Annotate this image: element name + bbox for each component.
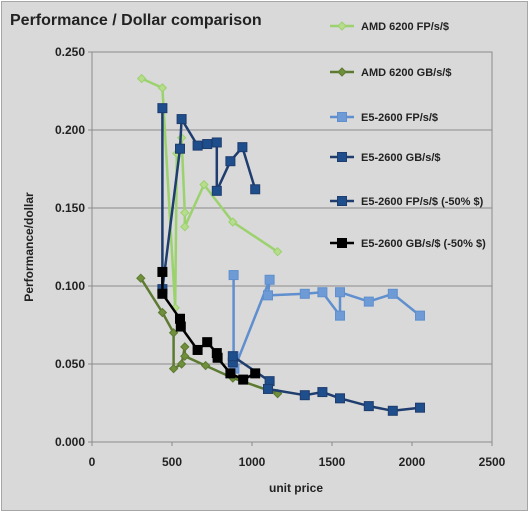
y-tick-label-2: 0.100 xyxy=(55,279,85,293)
series-5-point-0 xyxy=(157,266,168,277)
series-0-line xyxy=(141,77,279,310)
x-tick-label-1: 500 xyxy=(162,455,182,469)
y-axis-ticks: 0.000 0.050 0.100 0.150 0.200 0.250 xyxy=(55,45,92,449)
series-4-point-6 xyxy=(211,137,222,148)
legend-label-5: E5-2600 GB/s/$ (-50% $) xyxy=(361,238,486,250)
legend-entry-1: AMD 6200 GB/s/$ xyxy=(330,67,451,79)
y-tick-label-1: 0.050 xyxy=(55,357,85,371)
series-4-point-7 xyxy=(211,185,222,196)
series-0-point-1 xyxy=(157,83,168,93)
series-0-point-7 xyxy=(199,179,209,190)
series-2-point-0 xyxy=(228,270,239,281)
legend: AMD 6200 FP/s/$ AMD 6200 GB/s/$ E5-2600 FP… xyxy=(330,21,486,250)
x-tick-label-4: 2000 xyxy=(399,455,426,469)
series-1-point-5 xyxy=(180,342,190,352)
series-2-point-5 xyxy=(299,288,310,299)
series-0-point-8 xyxy=(228,217,238,227)
series-5-point-5 xyxy=(202,337,213,348)
series-2-point-4 xyxy=(263,290,273,301)
series-1 xyxy=(136,273,283,399)
legend-marker-2 xyxy=(337,112,347,122)
series-4-point-0 xyxy=(157,103,168,114)
x-axis-label: unit price xyxy=(269,481,323,495)
series-2-point-6 xyxy=(317,287,328,298)
series-layer xyxy=(136,73,425,416)
legend-entry-0: AMD 6200 FP/s/$ xyxy=(330,21,449,33)
series-5-point-10 xyxy=(250,368,261,379)
plot-area xyxy=(91,51,493,443)
series-1-point-3 xyxy=(168,363,179,374)
legend-entry-5: E5-2600 GB/s/$ (-50% $) xyxy=(330,238,486,250)
legend-marker-0 xyxy=(337,21,347,31)
series-5-point-1 xyxy=(157,288,168,299)
series-5-point-9 xyxy=(238,374,249,385)
legend-label-1: AMD 6200 GB/s/$ xyxy=(361,67,451,79)
series-4-point-10 xyxy=(250,184,261,195)
y-tick-label-3: 0.150 xyxy=(55,201,85,215)
series-3-point-9 xyxy=(415,402,425,413)
series-3-point-1 xyxy=(227,351,238,362)
y-tick-label-0: 0.000 xyxy=(55,435,85,449)
series-5-point-7 xyxy=(212,352,223,363)
series-5-point-8 xyxy=(225,368,236,379)
x-tick-label-0: 0 xyxy=(89,455,96,469)
series-5-point-4 xyxy=(192,344,203,355)
legend-marker-5 xyxy=(337,238,347,248)
series-3-point-4 xyxy=(299,390,310,401)
series-0-point-6 xyxy=(180,222,190,232)
series-2-point-3 xyxy=(264,274,275,285)
series-3-point-8 xyxy=(387,405,398,416)
legend-marker-4 xyxy=(337,196,347,206)
series-1-point-0 xyxy=(136,273,146,283)
y-axis-label: Performance/dollar xyxy=(22,192,36,302)
series-2-point-9 xyxy=(363,296,374,307)
series-4-point-3 xyxy=(176,114,187,125)
series-5-point-3 xyxy=(175,321,186,332)
legend-entry-2: E5-2600 FP/s/$ xyxy=(330,112,438,124)
y-tick-label-4: 0.200 xyxy=(55,123,85,137)
series-2-point-7 xyxy=(335,310,345,321)
series-4-point-2 xyxy=(175,143,185,154)
x-axis-ticks: 0 500 1000 1500 2000 2500 xyxy=(89,442,506,469)
series-2-point-11 xyxy=(415,310,425,321)
legend-marker-3 xyxy=(337,152,347,162)
legend-label-4: E5-2600 FP/s/$ (-50% $) xyxy=(361,196,484,208)
series-4-point-8 xyxy=(225,156,236,167)
legend-label-3: E5-2600 GB/s/$ xyxy=(361,152,441,164)
series-1-point-4 xyxy=(176,359,187,369)
series-0-point-0 xyxy=(136,73,147,84)
series-0-point-5 xyxy=(180,207,190,218)
series-5 xyxy=(157,266,261,385)
legend-entry-4: E5-2600 FP/s/$ (-50% $) xyxy=(330,196,484,208)
legend-label-0: AMD 6200 FP/s/$ xyxy=(361,21,449,33)
legend-label-2: E5-2600 FP/s/$ xyxy=(361,112,438,124)
series-2-point-10 xyxy=(387,288,398,299)
series-1-point-7 xyxy=(200,360,211,371)
legend-marker-1 xyxy=(337,67,347,77)
x-tick-label-5: 2500 xyxy=(479,455,506,469)
series-1-point-6 xyxy=(180,351,190,361)
series-3-point-5 xyxy=(317,387,328,398)
series-2-point-8 xyxy=(335,287,345,298)
x-tick-label-3: 1500 xyxy=(319,455,346,469)
series-3-point-7 xyxy=(363,401,374,412)
series-1-point-1 xyxy=(157,307,168,318)
series-4-point-9 xyxy=(237,142,248,153)
series-3-point-6 xyxy=(335,393,345,404)
y-tick-label-5: 0.250 xyxy=(55,45,85,59)
series-4-point-4 xyxy=(192,140,203,151)
x-tick-label-2: 1000 xyxy=(239,455,266,469)
series-4-point-5 xyxy=(202,139,213,150)
legend-entry-3: E5-2600 GB/s/$ xyxy=(330,152,441,164)
chart-title: Performance / Dollar comparison xyxy=(10,12,262,29)
series-0-point-9 xyxy=(272,246,283,257)
series-3-point-3 xyxy=(263,383,273,394)
